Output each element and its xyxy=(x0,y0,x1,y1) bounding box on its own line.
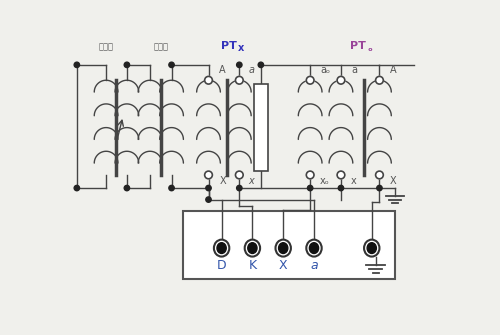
Text: xₒ: xₒ xyxy=(320,176,330,186)
Ellipse shape xyxy=(244,240,260,257)
Circle shape xyxy=(236,171,243,179)
Ellipse shape xyxy=(364,240,380,257)
Text: A: A xyxy=(220,65,226,75)
Ellipse shape xyxy=(310,243,318,254)
Circle shape xyxy=(308,185,313,191)
Text: x: x xyxy=(248,176,254,186)
Circle shape xyxy=(258,62,264,68)
Text: 调压器: 调压器 xyxy=(98,43,114,52)
Circle shape xyxy=(337,171,345,179)
Circle shape xyxy=(169,62,174,68)
Circle shape xyxy=(124,185,130,191)
Circle shape xyxy=(306,76,314,84)
Circle shape xyxy=(206,185,211,191)
Circle shape xyxy=(74,62,80,68)
Text: ₒ: ₒ xyxy=(367,43,372,53)
Bar xyxy=(183,211,395,279)
Text: X: X xyxy=(279,259,287,272)
Ellipse shape xyxy=(217,243,226,254)
Circle shape xyxy=(236,185,242,191)
Bar xyxy=(254,84,268,171)
Circle shape xyxy=(377,185,382,191)
Text: A: A xyxy=(390,65,396,75)
Text: PT: PT xyxy=(222,42,237,52)
Circle shape xyxy=(169,185,174,191)
Circle shape xyxy=(338,185,344,191)
Text: aₒ: aₒ xyxy=(320,65,330,75)
Circle shape xyxy=(337,76,345,84)
Circle shape xyxy=(376,76,384,84)
Text: a: a xyxy=(351,65,357,75)
Ellipse shape xyxy=(367,243,376,254)
Text: X: X xyxy=(390,176,396,186)
Text: 升压器: 升压器 xyxy=(154,43,168,52)
Text: x: x xyxy=(238,43,244,53)
Circle shape xyxy=(306,171,314,179)
Circle shape xyxy=(376,171,384,179)
Ellipse shape xyxy=(214,240,230,257)
Circle shape xyxy=(124,62,130,68)
Circle shape xyxy=(206,197,211,202)
Circle shape xyxy=(236,76,243,84)
Text: D: D xyxy=(217,259,226,272)
Circle shape xyxy=(236,62,242,68)
Ellipse shape xyxy=(248,243,257,254)
Text: a: a xyxy=(310,259,318,272)
Ellipse shape xyxy=(276,240,291,257)
Circle shape xyxy=(74,185,80,191)
Text: K: K xyxy=(248,259,256,272)
Text: X: X xyxy=(220,176,226,186)
Ellipse shape xyxy=(278,243,288,254)
Circle shape xyxy=(204,171,212,179)
Circle shape xyxy=(204,76,212,84)
Text: PT: PT xyxy=(350,42,366,52)
Text: a: a xyxy=(248,65,254,75)
Text: x: x xyxy=(351,176,356,186)
Ellipse shape xyxy=(306,240,322,257)
